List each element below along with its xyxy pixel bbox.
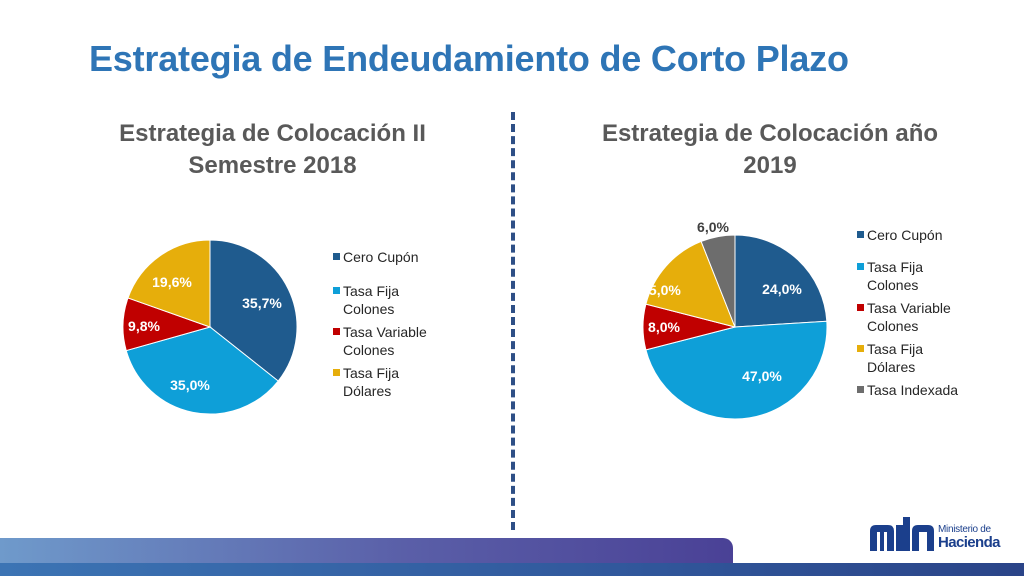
- legend-item: Tasa Fija Colones: [857, 258, 987, 294]
- chart-title-2018-line-1: Estrategia de Colocación II: [119, 120, 426, 147]
- chart-title-2019-line-2: 2019: [743, 152, 797, 179]
- legend-label: Tasa Fija Colones: [867, 259, 924, 293]
- legend-item: Tasa Variable Colones: [333, 323, 453, 359]
- logo-line-1: Ministerio de: [938, 524, 991, 535]
- chart-title-2019-line-1: Estrategia de Colocación año: [601, 120, 939, 147]
- chart-title-2019: Estrategia de Colocación año 2019: [555, 118, 985, 182]
- page-title: Estrategia de Endeudamiento de Corto Pla…: [89, 38, 849, 79]
- chart-title-2018: Estrategia de Colocación II Semestre 201…: [60, 118, 485, 182]
- pie-data-label-2: 9,8%: [128, 318, 160, 334]
- logo-line-2: Hacienda: [938, 534, 1001, 551]
- footer-bottom-line: [0, 563, 1024, 576]
- legend-label: Tasa Indexada: [867, 382, 959, 398]
- ministerio-hacienda-logo: Ministerio de Hacienda: [868, 517, 1001, 557]
- legend-label: Tasa Fija Dólares: [343, 365, 400, 399]
- chart-title-2018-line-2: Semestre 2018: [188, 152, 357, 179]
- chart-divider: [511, 112, 515, 530]
- legend-2018: Cero Cupón Tasa Fija Colones Tasa Variab…: [333, 248, 453, 405]
- legend-label: Tasa Variable Colones: [867, 300, 951, 334]
- legend-label: Tasa Fija Dólares: [867, 341, 924, 375]
- logo-text: Ministerio de Hacienda: [938, 523, 1001, 551]
- legend-swatch: [857, 345, 864, 352]
- legend-item: Tasa Fija Colones: [333, 282, 453, 318]
- pie-slice-3: [127, 239, 211, 328]
- legend-swatch: [857, 386, 864, 393]
- legend-swatch: [333, 253, 340, 260]
- legend-label: Cero Cupón: [343, 249, 419, 265]
- legend-swatch: [333, 369, 340, 376]
- legend-2019: Cero Cupón Tasa Fija Colones Tasa Variab…: [857, 226, 987, 404]
- pie-data-label-1: 35,0%: [170, 377, 210, 393]
- legend-item: Tasa Variable Colones: [857, 299, 987, 335]
- legend-item: Tasa Fija Dólares: [857, 340, 987, 376]
- legend-label: Tasa Fija Colones: [343, 283, 400, 317]
- pie-slice-1: [125, 326, 279, 415]
- legend-item: Cero Cupón: [857, 226, 987, 244]
- pie-data-label-3: 19,6%: [152, 274, 192, 290]
- legend-swatch: [857, 304, 864, 311]
- legend-item: Tasa Indexada: [857, 381, 987, 399]
- ministerio-hacienda-logo-icon: [870, 517, 934, 551]
- legend-swatch: [857, 263, 864, 270]
- footer-gradient-bar: [0, 538, 733, 563]
- legend-swatch: [857, 231, 864, 238]
- pie-data-label-0: 35,7%: [242, 295, 282, 311]
- legend-swatch: [333, 328, 340, 335]
- legend-swatch: [333, 287, 340, 294]
- legend-item: Cero Cupón: [333, 248, 453, 266]
- legend-item: Tasa Fija Dólares: [333, 364, 453, 400]
- pie-slice-0: [209, 239, 298, 382]
- legend-label: Tasa Variable Colones: [343, 324, 427, 358]
- legend-label: Cero Cupón: [867, 227, 943, 243]
